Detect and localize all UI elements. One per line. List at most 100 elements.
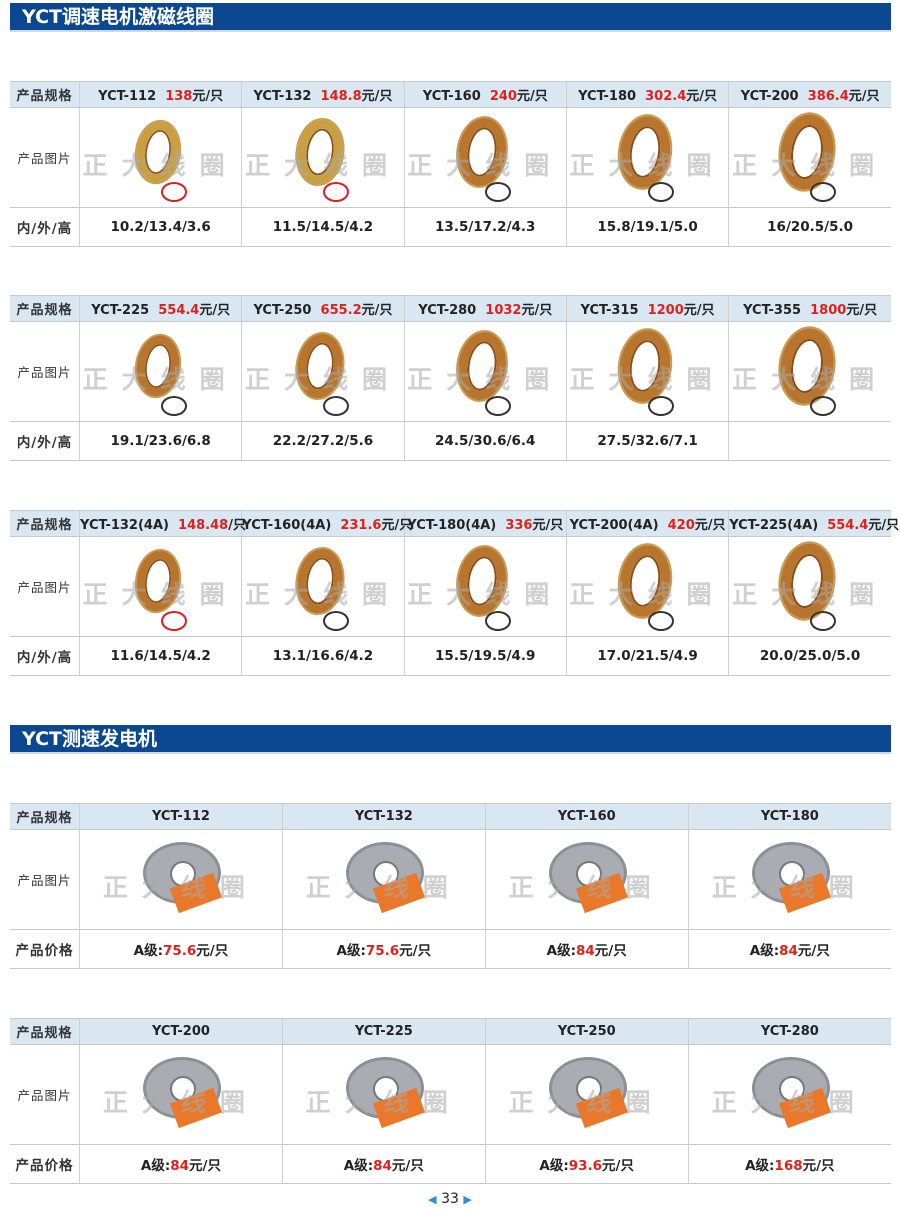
product-table: 产品规格 YCT-112 YCT-132 YCT-160 YCT-180 产品图片 正大线圈…	[10, 803, 891, 969]
model-name: YCT-160	[557, 809, 616, 824]
dimensions: 20.0/25.0/5.0	[759, 648, 861, 664]
lead-wire	[810, 396, 837, 416]
dimensions: 27.5/32.6/7.1	[597, 433, 698, 449]
row-label-value: 内/外/高	[10, 207, 80, 247]
spec-cell: YCT-200	[79, 1018, 283, 1045]
lead-wire	[322, 396, 349, 416]
spec-cell: YCT-112 138元/只	[78, 81, 242, 108]
model-name: YCT-355	[743, 303, 802, 318]
watermark: 正大线圈	[305, 1088, 462, 1117]
watermark: 正大线圈	[305, 873, 462, 902]
watermark: 正大线圈	[244, 365, 401, 394]
model-name: YCT-160	[422, 89, 481, 104]
product-image: 正大线圈	[78, 321, 242, 422]
lead-wire	[160, 182, 187, 202]
spec-cell: YCT-225(4A) 554.4元/只	[728, 510, 899, 537]
watermark: 正大线圈	[102, 873, 259, 902]
row-label-spec: 产品规格	[10, 295, 80, 322]
watermark: 正大线圈	[82, 151, 239, 180]
product-image: 正大线圈	[687, 829, 891, 930]
price-unit: 元/只	[683, 303, 715, 318]
product-table: 产品规格 YCT-225 554.4元/只 YCT-250 655.2元/只 YCT-…	[10, 295, 891, 461]
dimensions: 17.0/21.5/4.9	[597, 648, 698, 664]
lead-wire	[647, 396, 674, 416]
product-image: 正大线圈	[565, 536, 729, 637]
dimensions: 15.8/19.1/5.0	[597, 219, 698, 235]
watermark: 正大线圈	[407, 151, 564, 180]
product-image: 正大线圈	[484, 1044, 689, 1145]
lead-wire	[322, 182, 349, 202]
price: 84	[576, 943, 595, 959]
price-unit: 元/只	[846, 303, 878, 318]
price-cell: A级:84元/只	[79, 1144, 283, 1184]
price: 84	[170, 1158, 190, 1174]
product-table: 产品规格 YCT-112 138元/只 YCT-132 148.8元/只 YCT-16…	[10, 81, 891, 247]
model-name: YCT-280	[760, 1024, 819, 1039]
row-label-value: 产品价格	[10, 1144, 80, 1184]
price-unit: 元/只	[196, 943, 229, 959]
spec-cell: YCT-200 386.4元/只	[728, 81, 891, 108]
price: 168	[774, 1158, 803, 1174]
grade-label: A级:	[336, 943, 366, 959]
spec-cell: YCT-160(4A) 231.6元/只	[241, 510, 412, 537]
price-unit: 元/只	[361, 303, 393, 318]
dimensions-cell: 15.5/19.5/4.9	[403, 636, 567, 676]
price: 240	[489, 89, 517, 104]
price-unit: 元/只	[797, 943, 830, 959]
price: 336	[505, 518, 533, 533]
grade-label: A级:	[133, 943, 163, 959]
price: 75.6	[365, 943, 400, 959]
dimensions-cell: 19.1/23.6/6.8	[78, 421, 242, 461]
grade-label: A级:	[546, 943, 576, 959]
spec-cell: YCT-132	[281, 803, 486, 830]
model-name: YCT-132	[354, 809, 413, 824]
product-image: 正大线圈	[281, 1044, 486, 1145]
section-title-excitation-coils: YCT调速电机激磁线圈	[10, 3, 891, 32]
price: 148.8	[320, 89, 362, 104]
price-unit: 元/只	[399, 943, 432, 959]
price-unit: 元/只	[521, 303, 553, 318]
row-label-spec: 产品规格	[10, 510, 80, 537]
product-image: 正大线圈	[565, 107, 729, 208]
model-name: YCT-225	[91, 303, 150, 318]
product-image: 正大线圈	[728, 107, 891, 208]
price-unit: 元/只	[686, 89, 717, 104]
price-unit: 元/只	[192, 89, 224, 104]
dimensions: 19.1/23.6/6.8	[110, 433, 211, 449]
watermark: 正大线圈	[244, 580, 401, 609]
model-name: YCT-280	[418, 303, 477, 318]
dimensions-cell: 16/20.5/5.0	[728, 207, 891, 247]
price-unit: 元/只	[391, 1158, 424, 1174]
row-label-image: 产品图片	[10, 107, 80, 208]
price: 84	[779, 943, 798, 959]
grade-label: A级:	[749, 943, 780, 959]
lead-wire	[485, 182, 512, 202]
lead-wire	[160, 611, 187, 631]
dimensions-cell: 17.0/21.5/4.9	[565, 636, 729, 676]
dimensions-cell: 13.5/17.2/4.3	[403, 207, 567, 247]
row-label-image: 产品图片	[10, 1044, 80, 1145]
row-label-spec: 产品规格	[10, 803, 80, 830]
watermark: 正大线圈	[82, 365, 239, 394]
model-name: YCT-180(4A)	[407, 518, 497, 533]
lead-wire	[810, 611, 837, 631]
spec-cell: YCT-315 1200元/只	[565, 295, 729, 322]
row-label-spec: 产品规格	[10, 81, 80, 108]
price: 1800	[810, 303, 847, 318]
dimensions: 16/20.5/5.0	[767, 219, 854, 235]
spec-cell: YCT-132(4A) 148.48/只	[78, 510, 246, 537]
watermark: 正大线圈	[407, 580, 564, 609]
product-image: 正大线圈	[78, 107, 242, 208]
price-cell: A级:168元/只	[687, 1144, 891, 1184]
price-unit: 元/只	[694, 518, 726, 533]
product-image: 正大线圈	[79, 829, 283, 930]
price-unit: 元/只	[189, 1158, 221, 1174]
watermark: 正大线圈	[508, 1088, 665, 1117]
watermark: 正大线圈	[711, 1088, 868, 1117]
price-unit: 元/只	[532, 518, 564, 533]
price-cell: A级:84元/只	[484, 929, 689, 969]
spec-cell: YCT-225	[281, 1018, 486, 1045]
price-unit: 元/只	[868, 518, 900, 533]
lead-wire	[485, 396, 512, 416]
price-unit: 元/只	[361, 89, 393, 104]
